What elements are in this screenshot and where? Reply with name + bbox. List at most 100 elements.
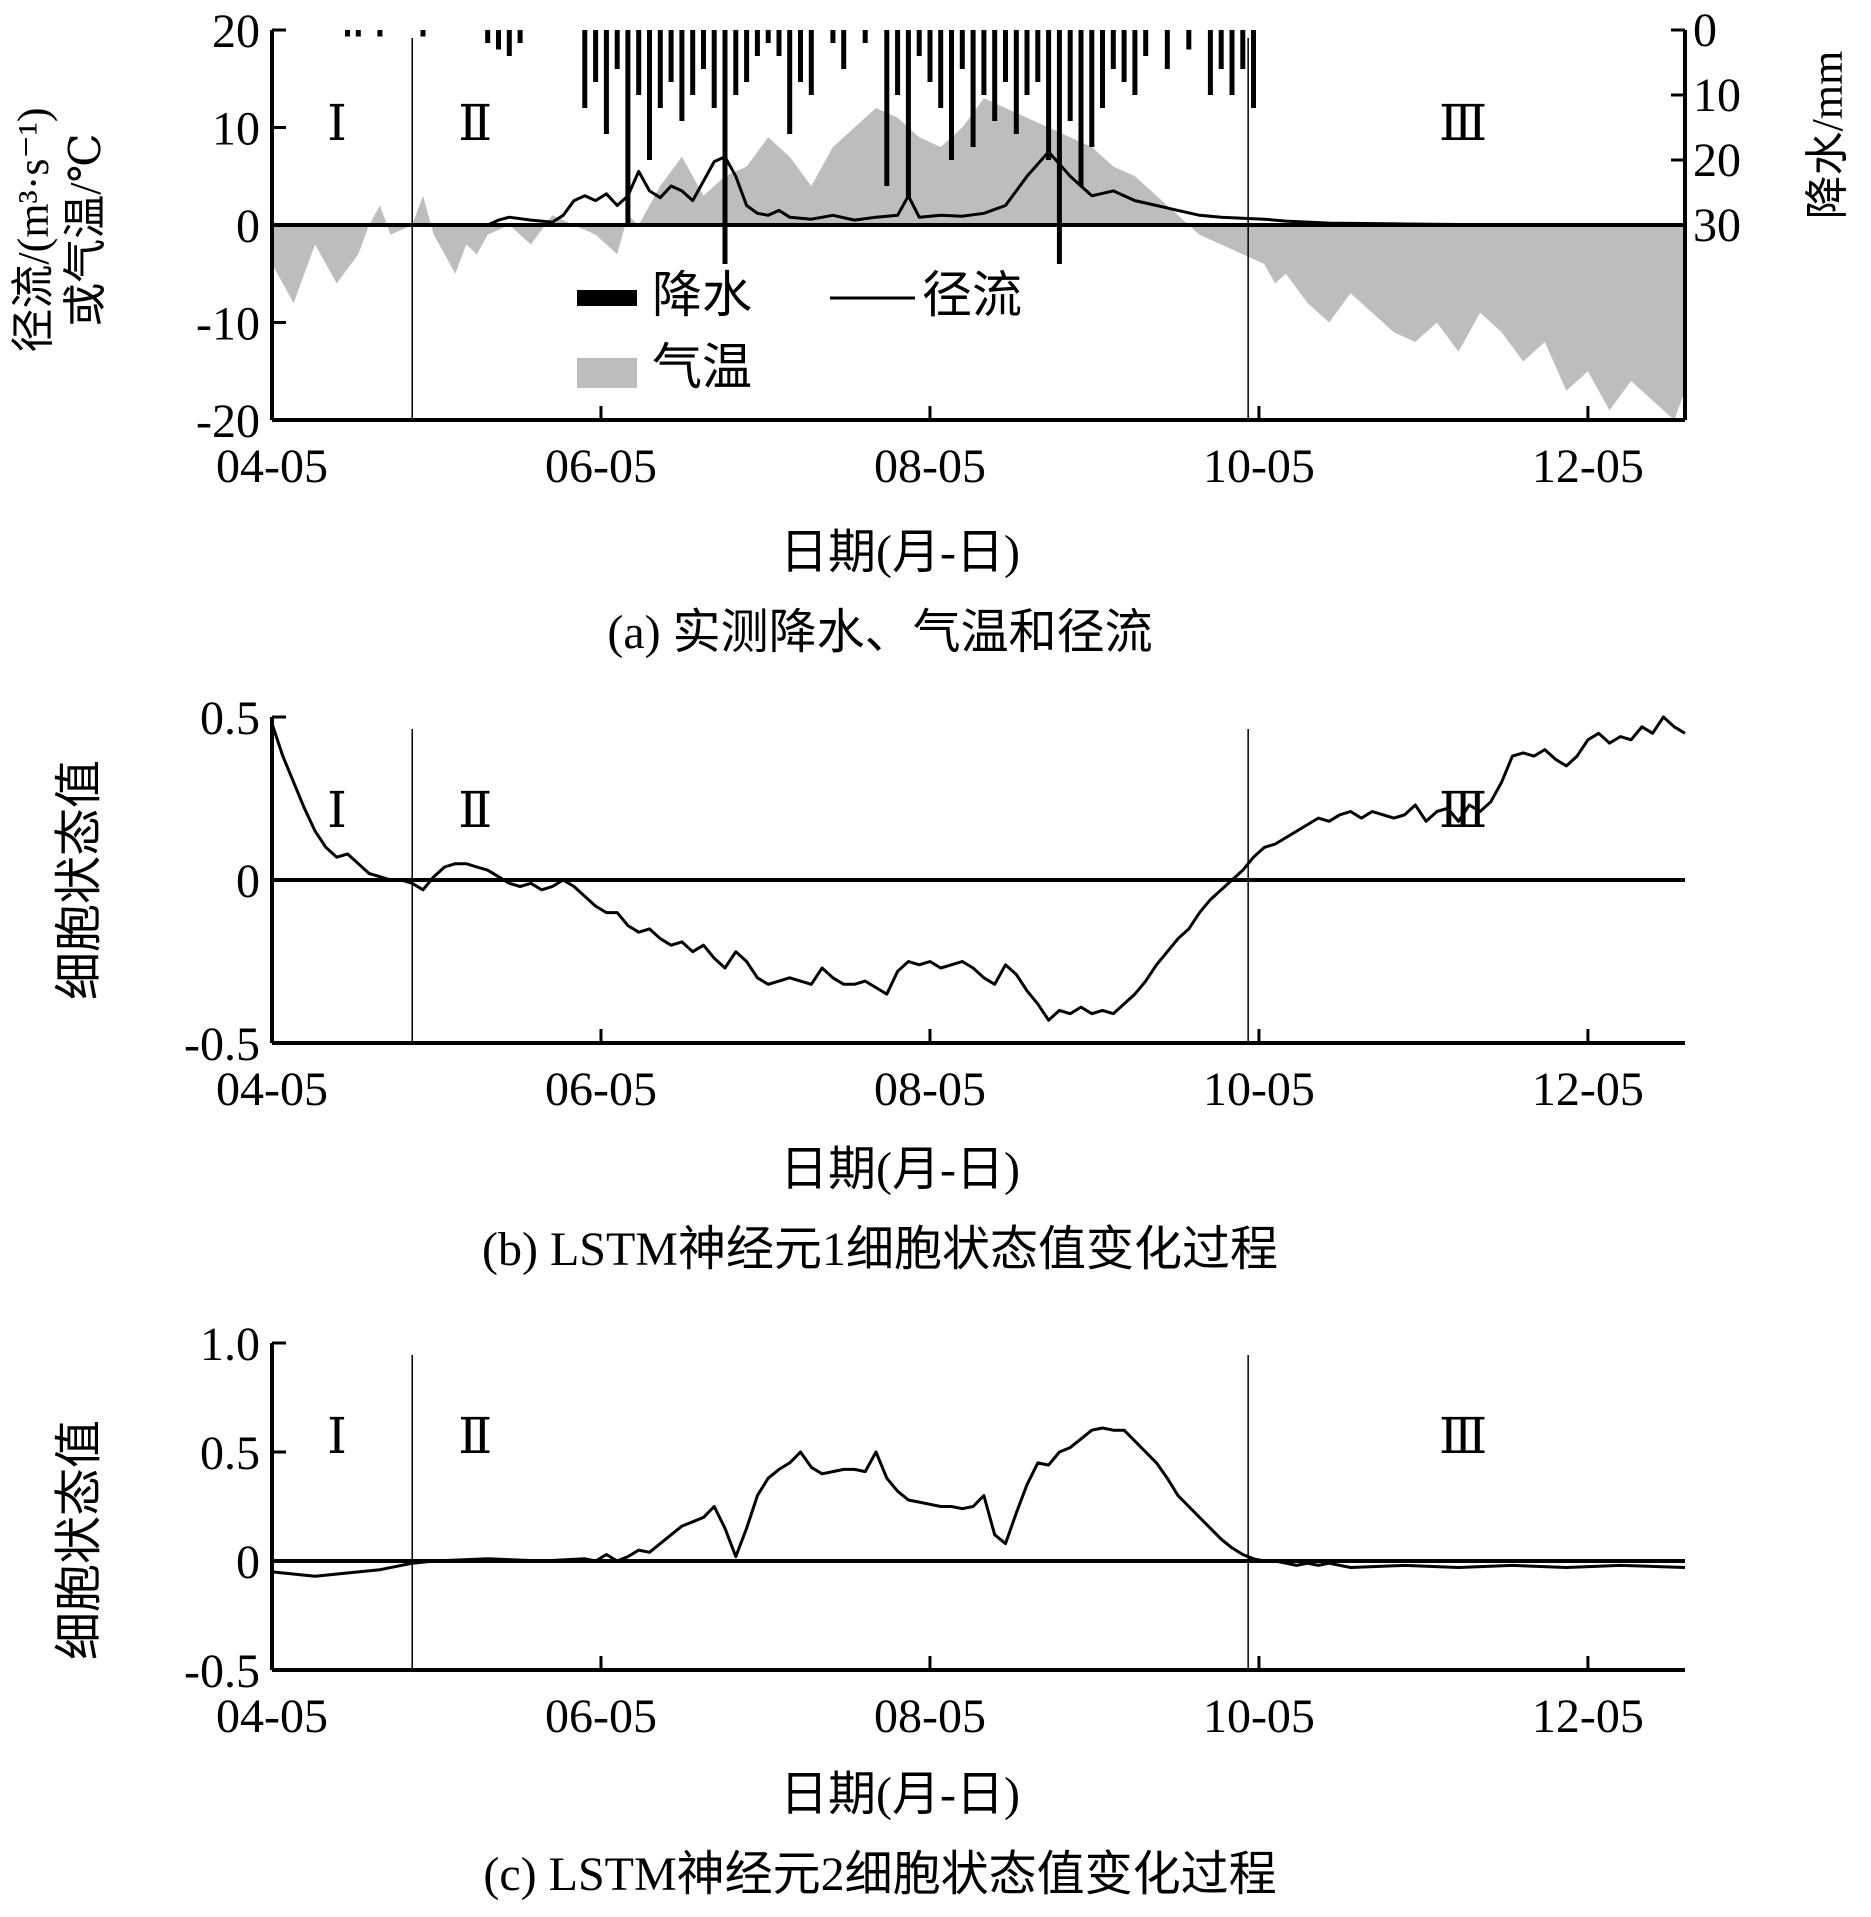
a-precip-bar-61 xyxy=(1218,30,1224,69)
a-ytick-label-3: -10 xyxy=(196,298,260,351)
a-precip-bar-57 xyxy=(1143,30,1149,56)
a-precip-bar-37 xyxy=(927,30,933,82)
a-precip-bar-31 xyxy=(841,30,847,69)
a-temp-area-path xyxy=(272,98,1685,421)
c-series-0-line xyxy=(271,1426,1686,1578)
c-xtick-label-1: 06-05 xyxy=(545,1690,657,1743)
a-y2tick-label-3: 30 xyxy=(1693,199,1741,252)
a-precip-bar-6 xyxy=(506,30,512,56)
a-precip-bar-43 xyxy=(992,30,998,121)
b-xtick-label-1: 06-05 xyxy=(545,1063,657,1116)
a-precip-bar-38 xyxy=(938,30,944,108)
a-precip-bar-34 xyxy=(895,30,901,95)
a-xtick-label-4: 12-05 xyxy=(1532,440,1644,493)
a-precip-bar-51 xyxy=(1078,30,1084,186)
b-x-axis-ticks: 04-05 06-05 08-05 10-05 12-05 xyxy=(216,1029,1644,1116)
a-precip-bar-4 xyxy=(485,30,491,43)
panel-b-neuron1-cell-state: Ⅰ Ⅱ Ⅲ 0.5 0 -0.5 04-05 06-05 08-05 10-05 12-05 细… xyxy=(53,692,1686,1276)
a-precip-bar-45 xyxy=(1013,30,1019,134)
c-period-label-0: Ⅰ xyxy=(327,1408,347,1464)
a-precip-bar-58 xyxy=(1164,30,1170,69)
a-xtick-label-3: 10-05 xyxy=(1203,440,1315,493)
b-xtick-label-4: 12-05 xyxy=(1532,1063,1644,1116)
b-xlabel: 日期(月-日) xyxy=(780,1143,1020,1196)
a-y2tick-label-1: 10 xyxy=(1693,69,1741,122)
a-precip-bar-27 xyxy=(787,30,793,134)
a-precip-bar-18 xyxy=(690,30,696,95)
b-ylabel: 细胞状态值 xyxy=(53,760,106,1000)
a-precip-bar-2 xyxy=(377,30,383,37)
b-ytick-label-0: 0.5 xyxy=(200,692,260,745)
a-precip-bar-59 xyxy=(1186,30,1192,50)
b-period-dividers: Ⅰ Ⅱ Ⅲ xyxy=(327,729,1487,1043)
c-ylabel: 细胞状态值 xyxy=(53,1420,106,1660)
a-precip-bar-44 xyxy=(1003,30,1008,82)
b-caption: (b) LSTM神经元1细胞状态值变化过程 xyxy=(482,1223,1278,1276)
a-precip-bar-23 xyxy=(744,30,750,82)
c-x-axis-ticks: 04-05 06-05 08-05 10-05 12-05 xyxy=(216,1656,1644,1743)
a-temperature-area-series xyxy=(272,98,1685,421)
a-legend-temp-label: 气温 xyxy=(652,339,752,395)
c-caption: (c) LSTM神经元2细胞状态值变化过程 xyxy=(483,1848,1276,1901)
c-axes-frame xyxy=(270,1343,1685,1672)
c-ytick-label-1: 0.5 xyxy=(200,1427,260,1480)
a-precip-bar-62 xyxy=(1229,30,1235,95)
a-precip-bar-39 xyxy=(949,30,954,160)
a-precip-bar-1 xyxy=(355,30,361,37)
c-cell-state-line-series xyxy=(271,1426,1686,1578)
a-precip-bar-48 xyxy=(1046,30,1052,160)
a-precip-bar-50 xyxy=(1067,30,1073,121)
b-ytick-label-1: 0 xyxy=(236,855,260,908)
a-precip-bar-41 xyxy=(970,30,976,147)
a-precip-bar-21 xyxy=(722,30,728,264)
a-ylabel-line2: 或气温/℃ xyxy=(61,133,110,326)
panel-c-neuron2-cell-state: Ⅰ Ⅱ Ⅲ 1.0 0.5 0 -0.5 04-05 06-05 08-05 10-05 12-0… xyxy=(53,1318,1686,1901)
a-precip-bar-10 xyxy=(603,30,609,134)
a-precip-bar-55 xyxy=(1121,30,1127,82)
a-precip-bar-47 xyxy=(1035,30,1041,82)
a-y-axis-ticks: 20 10 0 -10 -20 xyxy=(196,5,286,448)
a-y2tick-label-2: 20 xyxy=(1693,134,1741,187)
a-period-dividers: Ⅰ Ⅱ Ⅲ xyxy=(327,38,1487,420)
a-precip-bar-11 xyxy=(614,30,620,69)
a-precip-bar-12 xyxy=(625,30,631,225)
c-ytick-label-3: -0.5 xyxy=(184,1645,260,1698)
a-xtick-label-0: 04-05 xyxy=(216,440,328,493)
a-precip-bar-22 xyxy=(733,30,739,95)
a-precip-bar-36 xyxy=(916,30,922,56)
c-xlabel: 日期(月-日) xyxy=(780,1768,1020,1821)
b-xtick-label-3: 10-05 xyxy=(1203,1063,1315,1116)
a-precip-bar-56 xyxy=(1132,30,1138,95)
a-precip-bar-32 xyxy=(862,30,868,43)
a-precip-bar-29 xyxy=(808,30,814,95)
a-y2label: 降水/mm xyxy=(1803,51,1852,220)
a-precip-bar-15 xyxy=(657,30,663,108)
b-ytick-label-2: -0.5 xyxy=(184,1018,260,1071)
a-precip-bar-3 xyxy=(420,30,426,37)
a-precip-bar-19 xyxy=(701,30,706,69)
a-caption: (a) 实测降水、气温和径流 xyxy=(607,606,1152,659)
a-precip-bar-53 xyxy=(1100,30,1105,108)
b-period-label-0: Ⅰ xyxy=(327,782,347,838)
a-precip-bar-17 xyxy=(679,30,685,121)
b-y-axis-ticks: 0.5 0 -0.5 xyxy=(184,692,286,1071)
b-cell-state-line-series xyxy=(270,715,1686,1022)
a-legend-runoff-label: 径流 xyxy=(922,267,1022,323)
a-series-1-line xyxy=(272,150,1685,227)
a-ylabel-line1: 径流/(m³·s⁻¹) xyxy=(9,107,58,352)
a-ytick-label-4: -20 xyxy=(196,395,260,448)
a-precip-bar-26 xyxy=(776,30,782,56)
a-precip-bar-40 xyxy=(959,30,965,69)
a-legend-temp-swatch xyxy=(577,358,637,388)
a-precip-bar-16 xyxy=(668,30,674,82)
a-precip-bar-64 xyxy=(1251,30,1256,108)
a-period-label-2: Ⅲ xyxy=(1439,95,1487,151)
b-series-0-line xyxy=(270,715,1686,1022)
a-precip-bar-30 xyxy=(830,30,836,43)
a-precip-bar-5 xyxy=(496,30,501,50)
a-ytick-label-2: 0 xyxy=(236,200,260,253)
a-precip-bar-20 xyxy=(711,30,717,108)
a-precip-bar-9 xyxy=(593,30,599,82)
a-y2-axis-ticks: 0 10 20 30 xyxy=(1671,4,1741,252)
a-runoff-line-series xyxy=(272,150,1685,227)
